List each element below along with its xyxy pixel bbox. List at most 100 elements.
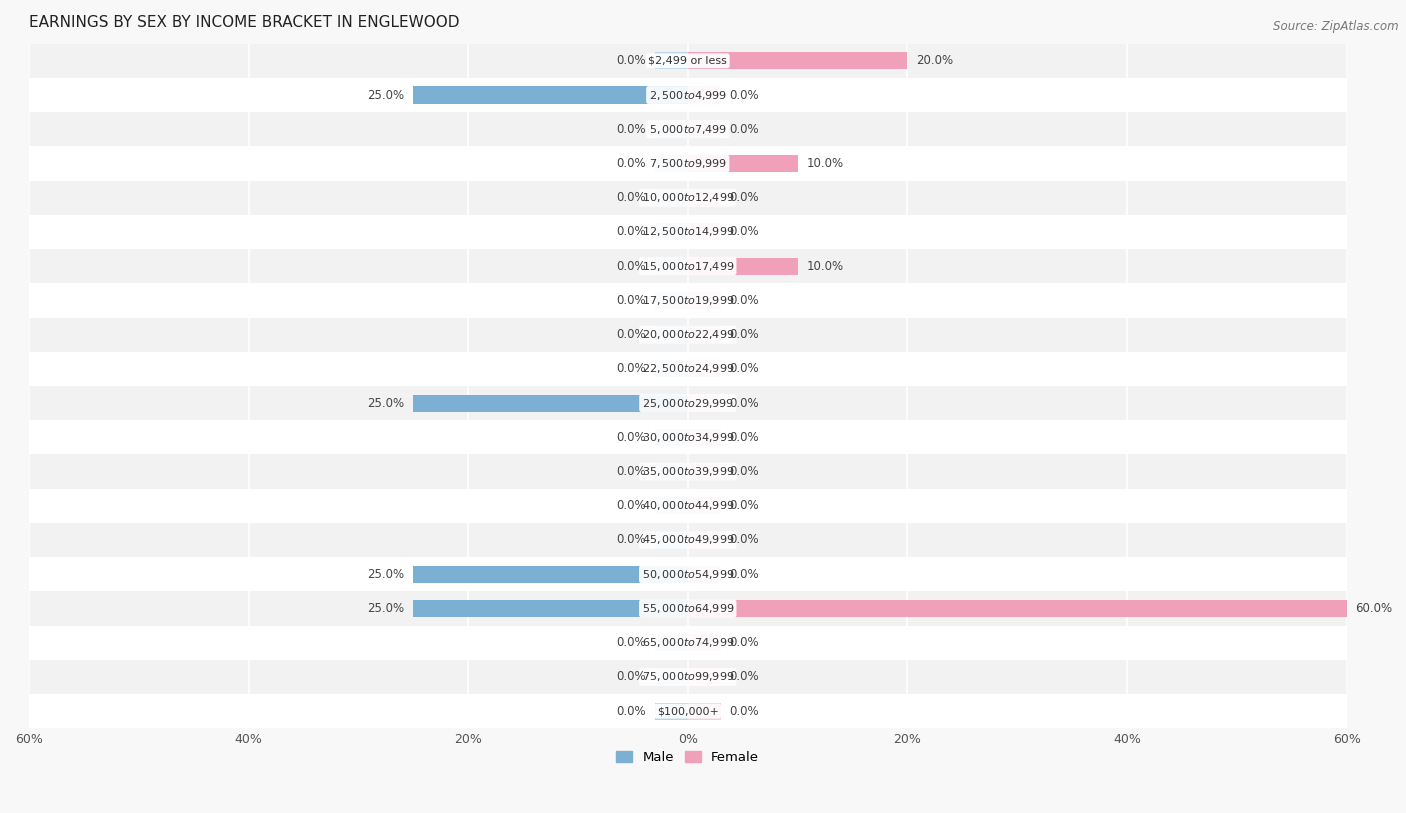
Text: 25.0%: 25.0%: [367, 89, 405, 102]
Bar: [655, 566, 688, 583]
Text: $25,000 to $29,999: $25,000 to $29,999: [641, 397, 734, 410]
Text: 0.0%: 0.0%: [616, 54, 645, 67]
Text: Source: ZipAtlas.com: Source: ZipAtlas.com: [1274, 20, 1399, 33]
Bar: [688, 326, 721, 343]
Text: 0.0%: 0.0%: [616, 705, 645, 718]
Bar: [688, 428, 721, 446]
Bar: [655, 258, 688, 275]
Bar: [30, 625, 1347, 660]
Bar: [30, 420, 1347, 454]
Text: 25.0%: 25.0%: [367, 567, 405, 580]
Bar: [688, 600, 1347, 617]
Bar: [30, 557, 1347, 591]
Bar: [688, 668, 721, 685]
Text: $22,500 to $24,999: $22,500 to $24,999: [641, 363, 734, 376]
Bar: [30, 146, 1347, 180]
Text: 0.0%: 0.0%: [616, 123, 645, 136]
Text: 0.0%: 0.0%: [730, 499, 759, 512]
Text: 0.0%: 0.0%: [730, 431, 759, 444]
Text: $45,000 to $49,999: $45,000 to $49,999: [641, 533, 734, 546]
Text: $10,000 to $12,499: $10,000 to $12,499: [641, 191, 734, 204]
Text: 0.0%: 0.0%: [616, 363, 645, 376]
Bar: [30, 180, 1347, 215]
Text: $7,500 to $9,999: $7,500 to $9,999: [648, 157, 727, 170]
Text: 10.0%: 10.0%: [807, 259, 844, 272]
Bar: [30, 44, 1347, 78]
Text: $17,500 to $19,999: $17,500 to $19,999: [641, 293, 734, 307]
Text: $2,499 or less: $2,499 or less: [648, 56, 727, 66]
Bar: [688, 52, 721, 69]
Text: $30,000 to $34,999: $30,000 to $34,999: [641, 431, 734, 444]
Bar: [688, 86, 721, 103]
Bar: [655, 326, 688, 343]
Bar: [413, 566, 688, 583]
Text: $5,000 to $7,499: $5,000 to $7,499: [648, 123, 727, 136]
Bar: [688, 498, 721, 515]
Bar: [655, 86, 688, 103]
Text: 60.0%: 60.0%: [1355, 602, 1392, 615]
Text: 0.0%: 0.0%: [616, 637, 645, 650]
Bar: [688, 634, 721, 651]
Text: 0.0%: 0.0%: [616, 328, 645, 341]
Bar: [655, 224, 688, 241]
Bar: [655, 394, 688, 411]
Bar: [30, 318, 1347, 352]
Bar: [30, 352, 1347, 386]
Bar: [688, 155, 797, 172]
Bar: [655, 52, 688, 69]
Text: $65,000 to $74,999: $65,000 to $74,999: [641, 637, 734, 650]
Text: 0.0%: 0.0%: [730, 363, 759, 376]
Text: 0.0%: 0.0%: [730, 191, 759, 204]
Bar: [30, 386, 1347, 420]
Bar: [413, 86, 688, 103]
Bar: [655, 155, 688, 172]
Text: 0.0%: 0.0%: [616, 499, 645, 512]
Bar: [655, 292, 688, 309]
Legend: Male, Female: Male, Female: [612, 746, 765, 770]
Text: 0.0%: 0.0%: [730, 397, 759, 410]
Text: 0.0%: 0.0%: [730, 89, 759, 102]
Bar: [30, 489, 1347, 523]
Text: 0.0%: 0.0%: [730, 533, 759, 546]
Bar: [655, 360, 688, 377]
Text: 0.0%: 0.0%: [730, 465, 759, 478]
Bar: [30, 454, 1347, 489]
Text: 25.0%: 25.0%: [367, 602, 405, 615]
Text: EARNINGS BY SEX BY INCOME BRACKET IN ENGLEWOOD: EARNINGS BY SEX BY INCOME BRACKET IN ENG…: [30, 15, 460, 30]
Text: 0.0%: 0.0%: [730, 123, 759, 136]
Text: 0.0%: 0.0%: [730, 293, 759, 307]
Bar: [688, 155, 721, 172]
Bar: [655, 702, 688, 720]
Text: 0.0%: 0.0%: [730, 567, 759, 580]
Bar: [655, 668, 688, 685]
Bar: [655, 634, 688, 651]
Bar: [688, 463, 721, 480]
Text: $75,000 to $99,999: $75,000 to $99,999: [641, 671, 734, 684]
Bar: [655, 463, 688, 480]
Bar: [688, 702, 721, 720]
Text: $12,500 to $14,999: $12,500 to $14,999: [641, 225, 734, 238]
Bar: [688, 394, 721, 411]
Text: $55,000 to $64,999: $55,000 to $64,999: [641, 602, 734, 615]
Text: 0.0%: 0.0%: [730, 705, 759, 718]
Text: 0.0%: 0.0%: [616, 157, 645, 170]
Bar: [30, 523, 1347, 557]
Text: 0.0%: 0.0%: [616, 533, 645, 546]
Text: 0.0%: 0.0%: [730, 637, 759, 650]
Bar: [30, 660, 1347, 694]
Text: $100,000+: $100,000+: [657, 706, 718, 716]
Text: 20.0%: 20.0%: [917, 54, 953, 67]
Bar: [413, 394, 688, 411]
Bar: [688, 566, 721, 583]
Text: $2,500 to $4,999: $2,500 to $4,999: [648, 89, 727, 102]
Bar: [30, 283, 1347, 318]
Text: 0.0%: 0.0%: [616, 293, 645, 307]
Text: 0.0%: 0.0%: [616, 671, 645, 684]
Bar: [30, 112, 1347, 146]
Text: 25.0%: 25.0%: [367, 397, 405, 410]
Text: 0.0%: 0.0%: [730, 328, 759, 341]
Bar: [688, 258, 721, 275]
Text: $15,000 to $17,499: $15,000 to $17,499: [641, 259, 734, 272]
Text: 0.0%: 0.0%: [616, 431, 645, 444]
Bar: [30, 249, 1347, 283]
